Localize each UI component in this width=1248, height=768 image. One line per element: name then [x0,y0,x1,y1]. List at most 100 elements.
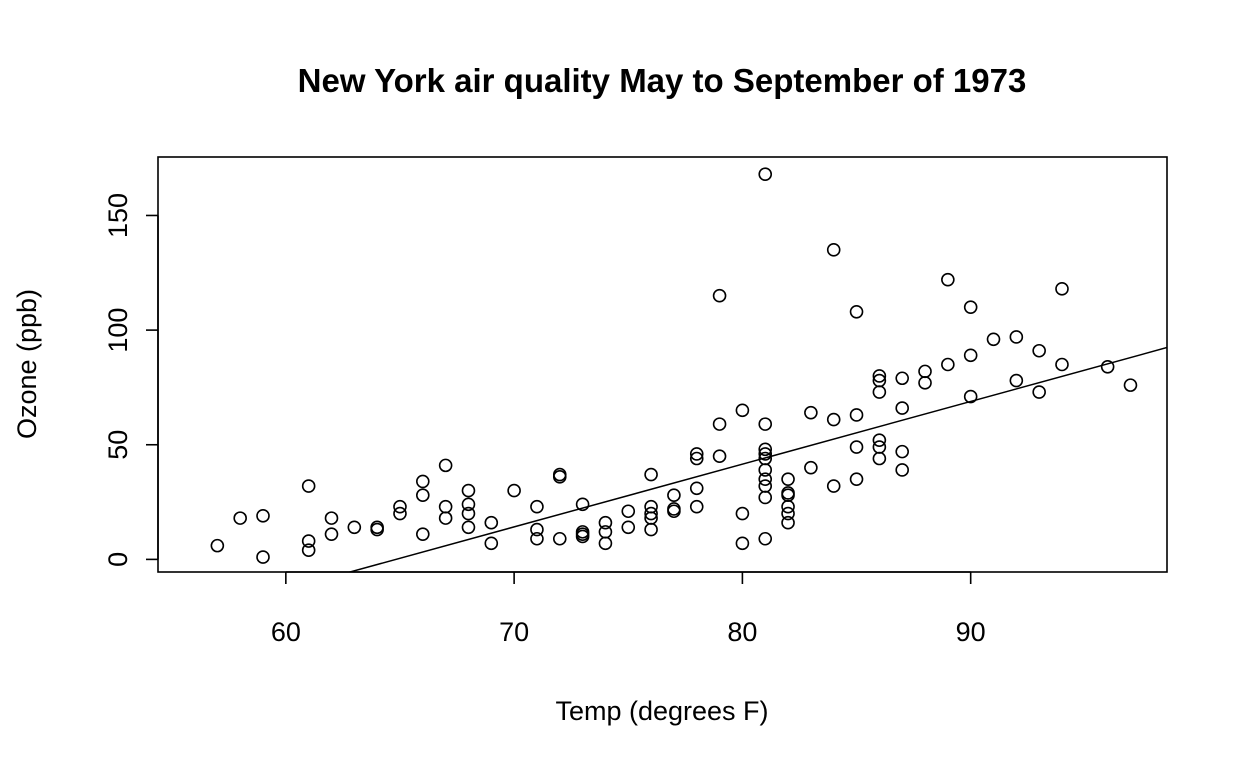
regression-line-layer [347,346,1167,572]
data-point [849,440,864,454]
data-point [895,463,909,477]
data-point [872,369,887,383]
data-point [484,536,499,551]
data-point [598,515,613,530]
data-point [735,403,750,418]
data-point [781,515,795,530]
data-point [575,497,590,512]
data-point [1100,359,1115,374]
data-point [758,472,773,486]
y-tick-label: 150 [103,193,133,238]
x-tick-label: 90 [956,617,986,647]
data-point [233,511,247,525]
data-point [804,460,818,475]
data-point [735,506,750,521]
data-point [872,433,887,447]
data-point [963,389,978,404]
data-point [872,385,887,399]
data-point [598,525,613,539]
x-tick-label: 70 [499,617,529,647]
data-point [644,506,658,521]
data-point [347,520,362,535]
data-point [461,497,476,512]
data-point [552,470,567,484]
data-point [438,511,453,525]
data-point [781,499,795,514]
data-point [895,371,909,386]
data-point [849,408,864,422]
data-point [758,463,773,477]
data-point [963,300,978,314]
data-point [735,536,750,551]
data-point [872,440,887,454]
data-point [689,451,704,466]
data-point [301,534,316,548]
data-point [872,451,887,466]
data-point [575,529,590,544]
data-point [461,520,476,535]
data-point [712,417,727,431]
data-point [849,472,864,486]
data-point [438,499,453,514]
data-point [530,531,544,546]
data-point [416,474,430,489]
y-tick-label: 100 [103,308,133,353]
data-point [393,499,407,514]
x-tick-label: 60 [271,617,301,647]
data-point [370,522,384,537]
data-point [393,506,407,521]
data-point [324,511,339,525]
data-point [689,481,704,496]
data-point [416,527,430,541]
data-point [507,483,521,498]
data-point [826,479,841,493]
data-point [644,467,658,482]
data-point [1123,378,1138,392]
data-point [941,272,955,287]
data-point [895,444,909,459]
data-point [667,504,681,519]
x-axis: 60 70 80 90 [271,571,986,647]
data-point [256,550,270,564]
data-point [986,332,1001,347]
data-point [667,488,681,502]
data-point [530,522,544,537]
data-point [484,515,499,530]
data-point [758,490,773,505]
data-point [781,506,795,521]
data-point [689,499,704,514]
y-tick-label: 50 [103,430,133,460]
data-point [758,167,773,181]
data-point [210,538,225,553]
data-point [826,412,841,427]
data-point [804,405,818,420]
data-point [758,442,773,457]
data-point [324,527,339,541]
data-point [826,243,841,257]
data-point [963,348,978,363]
y-axis: 0 50 100 150 [103,193,159,567]
data-point [895,401,909,415]
data-point [256,509,270,523]
data-point [712,449,727,464]
data-point [598,536,613,551]
data-point [301,479,316,493]
data-point [530,499,544,514]
data-point [941,357,955,372]
data-point [621,504,636,519]
y-axis-label: Ozone (ppb) [12,289,42,439]
data-point [918,376,932,390]
data-point [438,458,453,473]
data-point [461,506,476,521]
data-point [758,417,773,431]
data-point [781,472,795,486]
data-point [849,304,864,319]
chart-title: New York air quality May to September of… [298,62,1027,99]
x-axis-label: Temp (degrees F) [555,696,768,726]
data-point [644,499,658,514]
data-point [758,447,773,461]
data-point [1009,330,1024,344]
regression-line [347,346,1167,572]
data-point [644,522,658,537]
